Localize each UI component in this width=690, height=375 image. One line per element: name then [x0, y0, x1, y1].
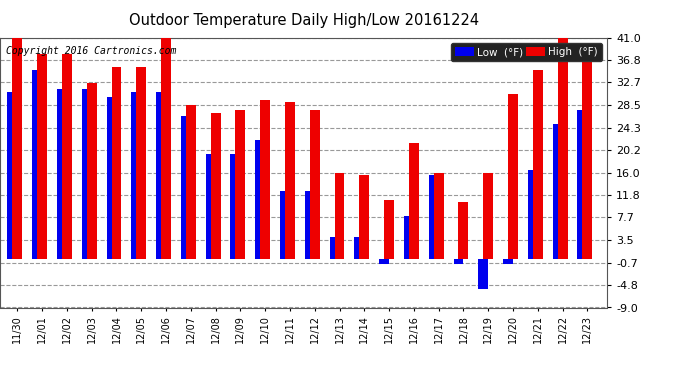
Bar	[384, 200, 394, 259]
Bar	[434, 172, 444, 259]
Bar	[453, 259, 464, 264]
Bar	[32, 70, 42, 259]
Bar	[137, 67, 146, 259]
Bar	[330, 237, 339, 259]
Bar	[87, 83, 97, 259]
Bar	[305, 191, 315, 259]
Bar	[106, 97, 117, 259]
Bar	[235, 110, 246, 259]
Bar	[82, 89, 92, 259]
Bar	[359, 175, 369, 259]
Bar	[112, 67, 121, 259]
Bar	[458, 202, 469, 259]
Bar	[255, 140, 265, 259]
Bar	[131, 92, 141, 259]
Bar	[186, 105, 196, 259]
Bar	[553, 124, 562, 259]
Bar	[582, 59, 592, 259]
Legend: Low  (°F), High  (°F): Low (°F), High (°F)	[451, 43, 602, 61]
Bar	[37, 54, 47, 259]
Bar	[578, 110, 587, 259]
Bar	[285, 102, 295, 259]
Bar	[156, 92, 166, 259]
Bar	[230, 154, 240, 259]
Bar	[8, 92, 17, 259]
Bar	[260, 100, 270, 259]
Bar	[478, 259, 489, 289]
Bar	[62, 54, 72, 259]
Bar	[181, 116, 191, 259]
Bar	[558, 38, 568, 259]
Bar	[355, 237, 364, 259]
Text: Copyright 2016 Cartronics.com: Copyright 2016 Cartronics.com	[6, 46, 177, 56]
Bar	[206, 154, 215, 259]
Bar	[280, 191, 290, 259]
Bar	[483, 172, 493, 259]
Bar	[12, 38, 22, 259]
Bar	[210, 113, 221, 259]
Bar	[380, 259, 389, 264]
Bar	[409, 143, 419, 259]
Bar	[503, 259, 513, 264]
Bar	[310, 110, 319, 259]
Bar	[404, 216, 414, 259]
Bar	[57, 89, 67, 259]
Bar	[528, 170, 538, 259]
Text: Outdoor Temperature Daily High/Low 20161224: Outdoor Temperature Daily High/Low 20161…	[128, 13, 479, 28]
Bar	[428, 175, 439, 259]
Bar	[335, 172, 344, 259]
Bar	[533, 70, 543, 259]
Bar	[508, 94, 518, 259]
Bar	[161, 35, 171, 259]
